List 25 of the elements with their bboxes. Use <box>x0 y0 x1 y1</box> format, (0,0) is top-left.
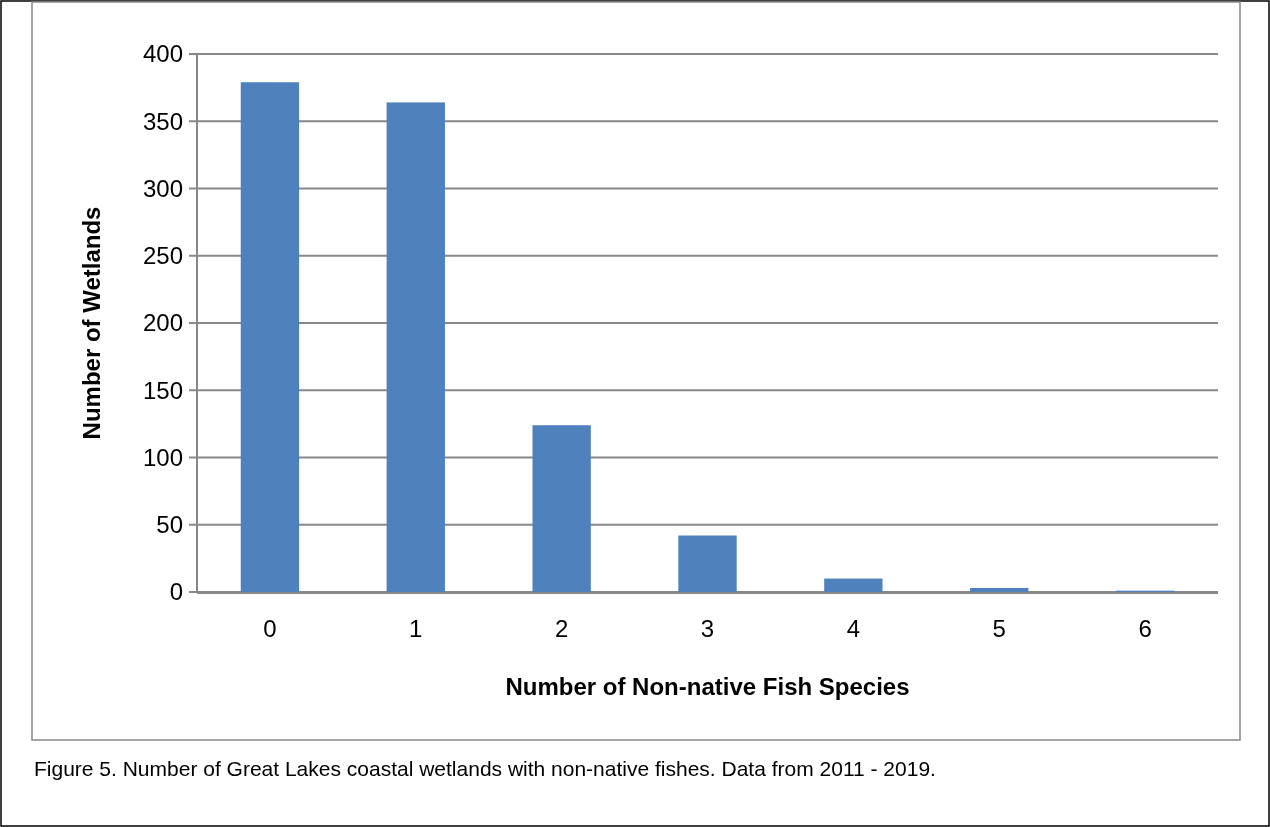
x-axis-title: Number of Non-native Fish Species <box>505 673 910 700</box>
x-tick-label: 3 <box>700 615 715 642</box>
bar <box>532 425 591 592</box>
bar <box>970 587 1029 592</box>
y-tick-label: 50 <box>156 511 183 539</box>
x-tick-label: 4 <box>846 615 861 642</box>
y-tick-label: 0 <box>169 578 183 606</box>
y-axis-title: Number of Wetlands <box>78 206 105 440</box>
y-tick-label: 150 <box>142 376 183 404</box>
bar <box>240 82 300 592</box>
bar <box>386 102 445 592</box>
y-tick-label: 350 <box>142 107 183 135</box>
y-tick-label: 100 <box>142 443 183 471</box>
x-tick-label: 6 <box>1138 615 1152 642</box>
bar <box>678 535 737 592</box>
caption: Figure 5. Number of Great Lakes coastal wetlands with non-native fishes. Data from 2011 - 2019. <box>34 757 936 780</box>
y-tick-label: 300 <box>142 174 183 202</box>
x-tick-label: 2 <box>554 615 569 642</box>
bar <box>824 578 883 592</box>
y-tick-label: 400 <box>142 40 183 68</box>
y-tick-label: 250 <box>142 242 183 270</box>
x-tick-label: 0 <box>263 615 277 642</box>
x-tick-label: 5 <box>992 615 1006 642</box>
x-tick-label: 1 <box>409 615 423 642</box>
y-tick-label: 200 <box>142 309 183 337</box>
